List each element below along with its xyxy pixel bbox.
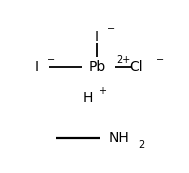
Text: H: H — [83, 91, 93, 105]
Text: NH: NH — [108, 131, 129, 145]
Text: −: − — [107, 24, 115, 34]
Text: −: − — [156, 55, 164, 65]
Text: 2+: 2+ — [117, 55, 131, 65]
Text: Cl: Cl — [130, 60, 143, 74]
Text: I: I — [35, 60, 39, 74]
Text: I: I — [95, 30, 99, 44]
Text: −: − — [47, 55, 55, 65]
Text: +: + — [98, 86, 106, 96]
Text: 2: 2 — [139, 140, 145, 150]
Text: Pb: Pb — [88, 60, 105, 74]
